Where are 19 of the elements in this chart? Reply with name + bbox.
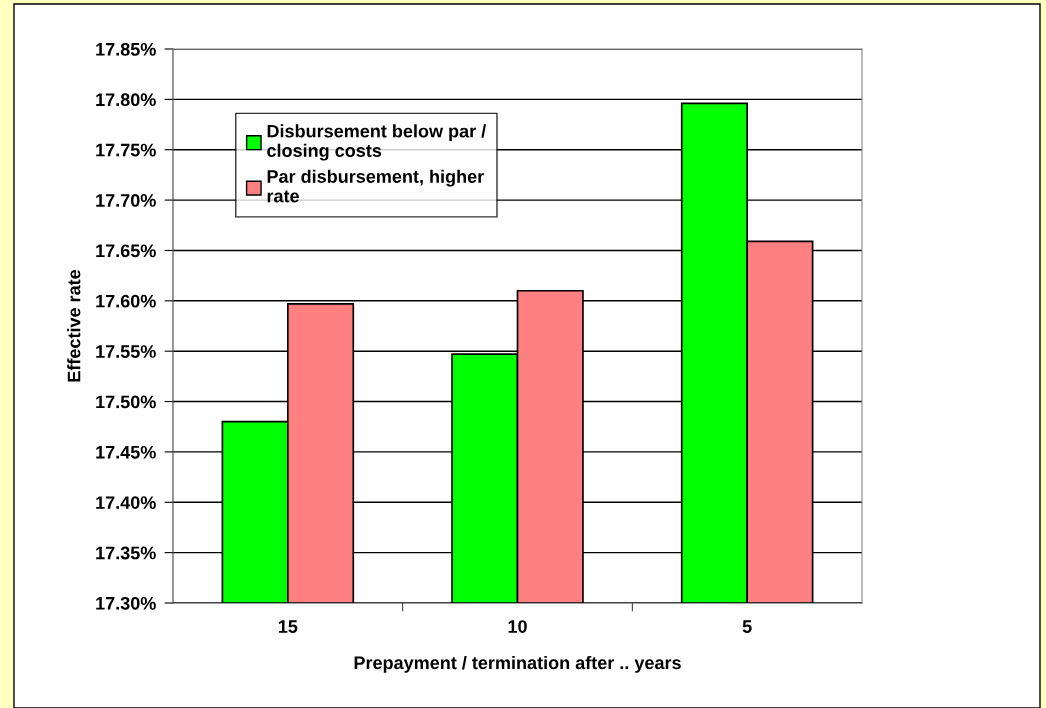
- y-tick-label: 17.75%: [96, 143, 156, 157]
- y-tick-label: 17.50%: [96, 395, 156, 409]
- y-tick-label: 17.55%: [96, 345, 156, 358]
- y-tick-label: 17.80%: [96, 93, 156, 107]
- y-tick-label: 17.85%: [96, 42, 156, 56]
- y-tick-label: 17.30%: [96, 596, 156, 610]
- y-tick-label: 17.40%: [96, 496, 156, 509]
- x-tick-label: 5: [742, 620, 752, 633]
- y-tick-label: 17.35%: [96, 546, 156, 560]
- legend-label: Par disbursement, higher rate: [267, 169, 484, 203]
- x-tick-label: 10: [508, 620, 527, 633]
- y-tick-label: 17.60%: [96, 294, 156, 308]
- x-axis-title: Prepayment / termination after .. years: [354, 655, 681, 673]
- y-tick-label: 17.70%: [96, 194, 156, 207]
- x-tick-label: 15: [278, 620, 298, 633]
- y-tick-label: 17.45%: [96, 445, 156, 459]
- y-axis-title: Effective rate: [67, 269, 81, 382]
- y-tick-label: 17.65%: [96, 244, 156, 258]
- legend-label: Disbursement below par / closing costs: [267, 124, 487, 161]
